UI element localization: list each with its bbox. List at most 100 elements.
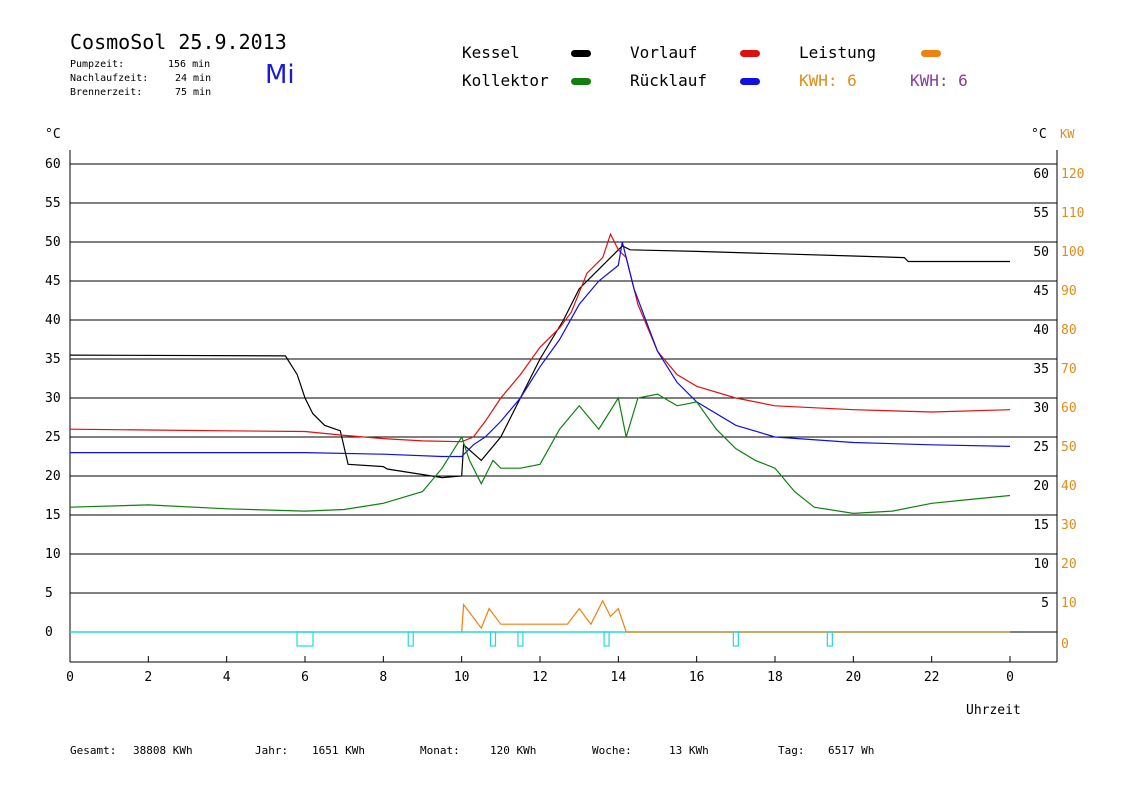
y-tick-right-celsius: 35 [1033,362,1049,377]
legend-ruecklauf-label: Rücklauf [630,71,708,90]
y-tick-right-celsius: 55 [1033,206,1049,221]
footer-jahr-label: Jahr: [255,744,289,757]
x-tick-label: 6 [301,670,309,685]
y-tick-right-kw: 10 [1061,596,1077,611]
after-run-time-value: 24 min [175,73,212,84]
pump-marker [517,631,524,647]
y-tick-left: 50 [45,235,61,250]
footer-woche-label: Woche: [592,744,632,757]
y-tick-right-celsius: 45 [1033,284,1049,299]
x-axis-label: Uhrzeit [966,703,1021,718]
pump-time-label: Pumpzeit: [70,59,125,70]
legend-kollektor-swatch [571,78,591,85]
y-tick-right-celsius: 20 [1033,479,1049,494]
y-tick-right-kw: 60 [1061,401,1077,416]
burner-time-value: 75 min [175,87,212,98]
y-tick-right-celsius: 5 [1041,596,1049,611]
y-axis-label-right-kw: KW [1060,127,1075,141]
legend-leistung-label: Leistung [799,43,877,62]
x-tick-label: 14 [611,670,627,685]
y-tick-right-kw: 90 [1061,284,1077,299]
footer-woche-value: 13 KWh [669,744,709,757]
y-tick-right-celsius: 15 [1033,518,1049,533]
legend-vorlauf-swatch [740,50,760,57]
x-tick-label: 0 [66,670,74,685]
y-tick-right-kw: 110 [1061,206,1084,221]
x-tick-label: 2 [144,670,152,685]
y-tick-right-celsius: 40 [1033,323,1049,338]
y-tick-right-celsius: 10 [1033,557,1049,572]
pump-marker [732,631,739,647]
chart-title: CosmoSol 25.9.2013 [70,30,287,54]
x-tick-label: 18 [767,670,783,685]
y-tick-left: 10 [45,547,61,562]
y-tick-right-kw: 40 [1061,479,1077,494]
burner-time-label: Brennerzeit: [70,87,143,98]
y-tick-right-kw: 70 [1061,362,1077,377]
footer-gesamt-label: Gesamt: [70,744,117,757]
chart-axes [69,150,1058,663]
footer-monat-value: 120 KWh [490,744,537,757]
y-tick-left: 40 [45,313,61,328]
pump-marker [407,631,414,647]
y-tick-right-kw: 100 [1061,245,1084,260]
y-tick-left: 60 [45,157,61,172]
y-tick-right-kw: 20 [1061,557,1077,572]
pump-marker [489,631,497,647]
y-tick-left: 35 [45,352,61,367]
legend-leistung-swatch [921,50,941,57]
y-axis-label-left: °C [45,127,61,142]
legend-kwh-purple: KWH: 6 [910,71,968,90]
y-tick-left: 5 [45,586,53,601]
y-tick-left: 55 [45,196,61,211]
x-tick-label: 4 [223,670,231,685]
x-tick-label: 22 [924,670,940,685]
weekday-label: Mi [265,60,295,90]
x-tick-label: 8 [379,670,387,685]
pump-marker [826,631,833,647]
legend-ruecklauf-swatch [740,78,760,85]
series-line-rcklauf [70,241,1011,458]
x-tick-label: 10 [454,670,470,685]
pump-marker [296,631,314,647]
y-tick-left: 15 [45,508,61,523]
y-tick-right-celsius: 50 [1033,245,1049,260]
y-tick-right-kw: 80 [1061,323,1077,338]
chart-grid [70,163,1057,594]
series-line-kessel [69,245,1010,479]
legend-vorlauf-label: Vorlauf [630,43,698,62]
series-line-leistung [461,599,1010,633]
pump-markers [296,631,833,647]
footer-gesamt-value: 38808 KWh [133,744,193,757]
legend-kessel-swatch [571,50,591,57]
y-tick-left: 20 [45,469,61,484]
y-tick-right-kw: 120 [1061,167,1084,182]
y-tick-right-celsius: 30 [1033,401,1049,416]
y-tick-left: 0 [45,625,53,640]
chart-series [69,232,1011,633]
footer-jahr-value: 1651 KWh [312,744,365,757]
pump-marker [603,631,610,647]
series-line-kollektor [69,393,1011,515]
y-tick-right-kw: 50 [1061,440,1077,455]
chart-ticks: 0510152025303540455055605101520253035404… [45,157,1084,685]
footer-tag-value: 6517 Wh [828,744,875,757]
x-tick-label: 16 [689,670,705,685]
x-tick-label: 0 [1006,670,1014,685]
y-tick-left: 30 [45,391,61,406]
legend-kwh-orange: KWH: 6 [799,71,857,90]
footer-tag-label: Tag: [778,744,805,757]
x-tick-label: 20 [846,670,862,685]
legend-kessel-label: Kessel [462,43,520,62]
y-tick-left: 45 [45,274,61,289]
y-tick-left: 25 [45,430,61,445]
footer-monat-label: Monat: [420,744,460,757]
y-tick-right-celsius: 60 [1033,167,1049,182]
y-axis-label-right-celsius: °C [1031,127,1047,142]
legend-kollektor-label: Kollektor [462,71,549,90]
y-tick-right-kw: 30 [1061,518,1077,533]
after-run-time-label: Nachlaufzeit: [70,73,149,84]
pump-time-value: 156 min [168,59,211,70]
y-tick-right-kw: 0 [1061,637,1069,652]
